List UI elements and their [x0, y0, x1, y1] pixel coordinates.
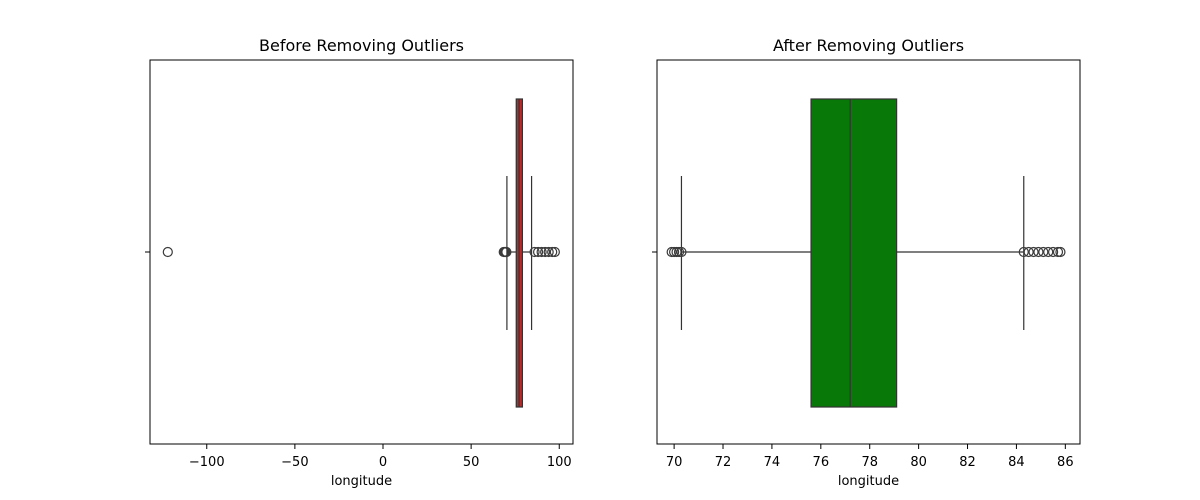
after-outlier-low	[676, 246, 687, 258]
after-panel: After Removing Outliers 70 72 74 76 78 80 82 84 8…	[652, 36, 1081, 489]
after-outlier-high	[1052, 246, 1064, 258]
after-x-tick-label: 86	[1057, 455, 1074, 470]
after-x-axis-label: longitude	[838, 474, 899, 489]
before-outlier-high	[536, 246, 547, 258]
before-outlier-high	[533, 246, 544, 258]
after-outlier-high	[1043, 246, 1054, 258]
after-outlier-low	[669, 246, 680, 258]
before-outlier-low	[501, 246, 512, 258]
after-outlier-high	[1048, 246, 1059, 258]
before-outlier-high	[547, 246, 558, 258]
after-x-tick-label: 74	[764, 455, 781, 470]
after-outlier-high	[1028, 246, 1039, 258]
before-x-tick-label: −100	[189, 455, 225, 470]
after-x-tick-label: 76	[813, 455, 830, 470]
after-outlier-low	[666, 246, 677, 258]
after-x-tick-label: 82	[959, 455, 976, 470]
after-outlier-low	[673, 246, 685, 258]
after-outlier-high	[1038, 246, 1049, 258]
after-outlier-high	[1018, 246, 1029, 258]
after-outlier-high	[1023, 246, 1034, 258]
before-outlier-high	[543, 246, 554, 258]
before-panel: Before Removing Outliers −100 −50 0 50 100 lon…	[145, 36, 574, 489]
after-chart-title: After Removing Outliers	[773, 36, 964, 55]
before-chart-title: Before Removing Outliers	[259, 36, 464, 55]
before-outlier-high	[549, 246, 560, 258]
before-x-tick-label: −50	[281, 455, 308, 470]
after-box	[810, 98, 898, 408]
before-outlier-high	[540, 246, 551, 258]
before-x-tick-label: 100	[547, 455, 572, 470]
after-x-tick-label: 80	[910, 455, 927, 470]
before-x-tick-label: 0	[379, 455, 387, 470]
after-x-tick-label: 70	[666, 455, 683, 470]
after-outlier-high	[1033, 246, 1044, 258]
after-outlier-high	[1055, 246, 1066, 258]
after-outlier-low	[671, 246, 682, 258]
before-x-axis-label: longitude	[331, 474, 392, 489]
before-x-tick-label: 50	[463, 455, 480, 470]
after-x-tick-label: 84	[1008, 455, 1025, 470]
before-outlier-high	[529, 246, 540, 258]
after-x-tick-label: 78	[861, 455, 878, 470]
after-x-tick-label: 72	[715, 455, 732, 470]
before-outlier-low	[162, 246, 173, 258]
